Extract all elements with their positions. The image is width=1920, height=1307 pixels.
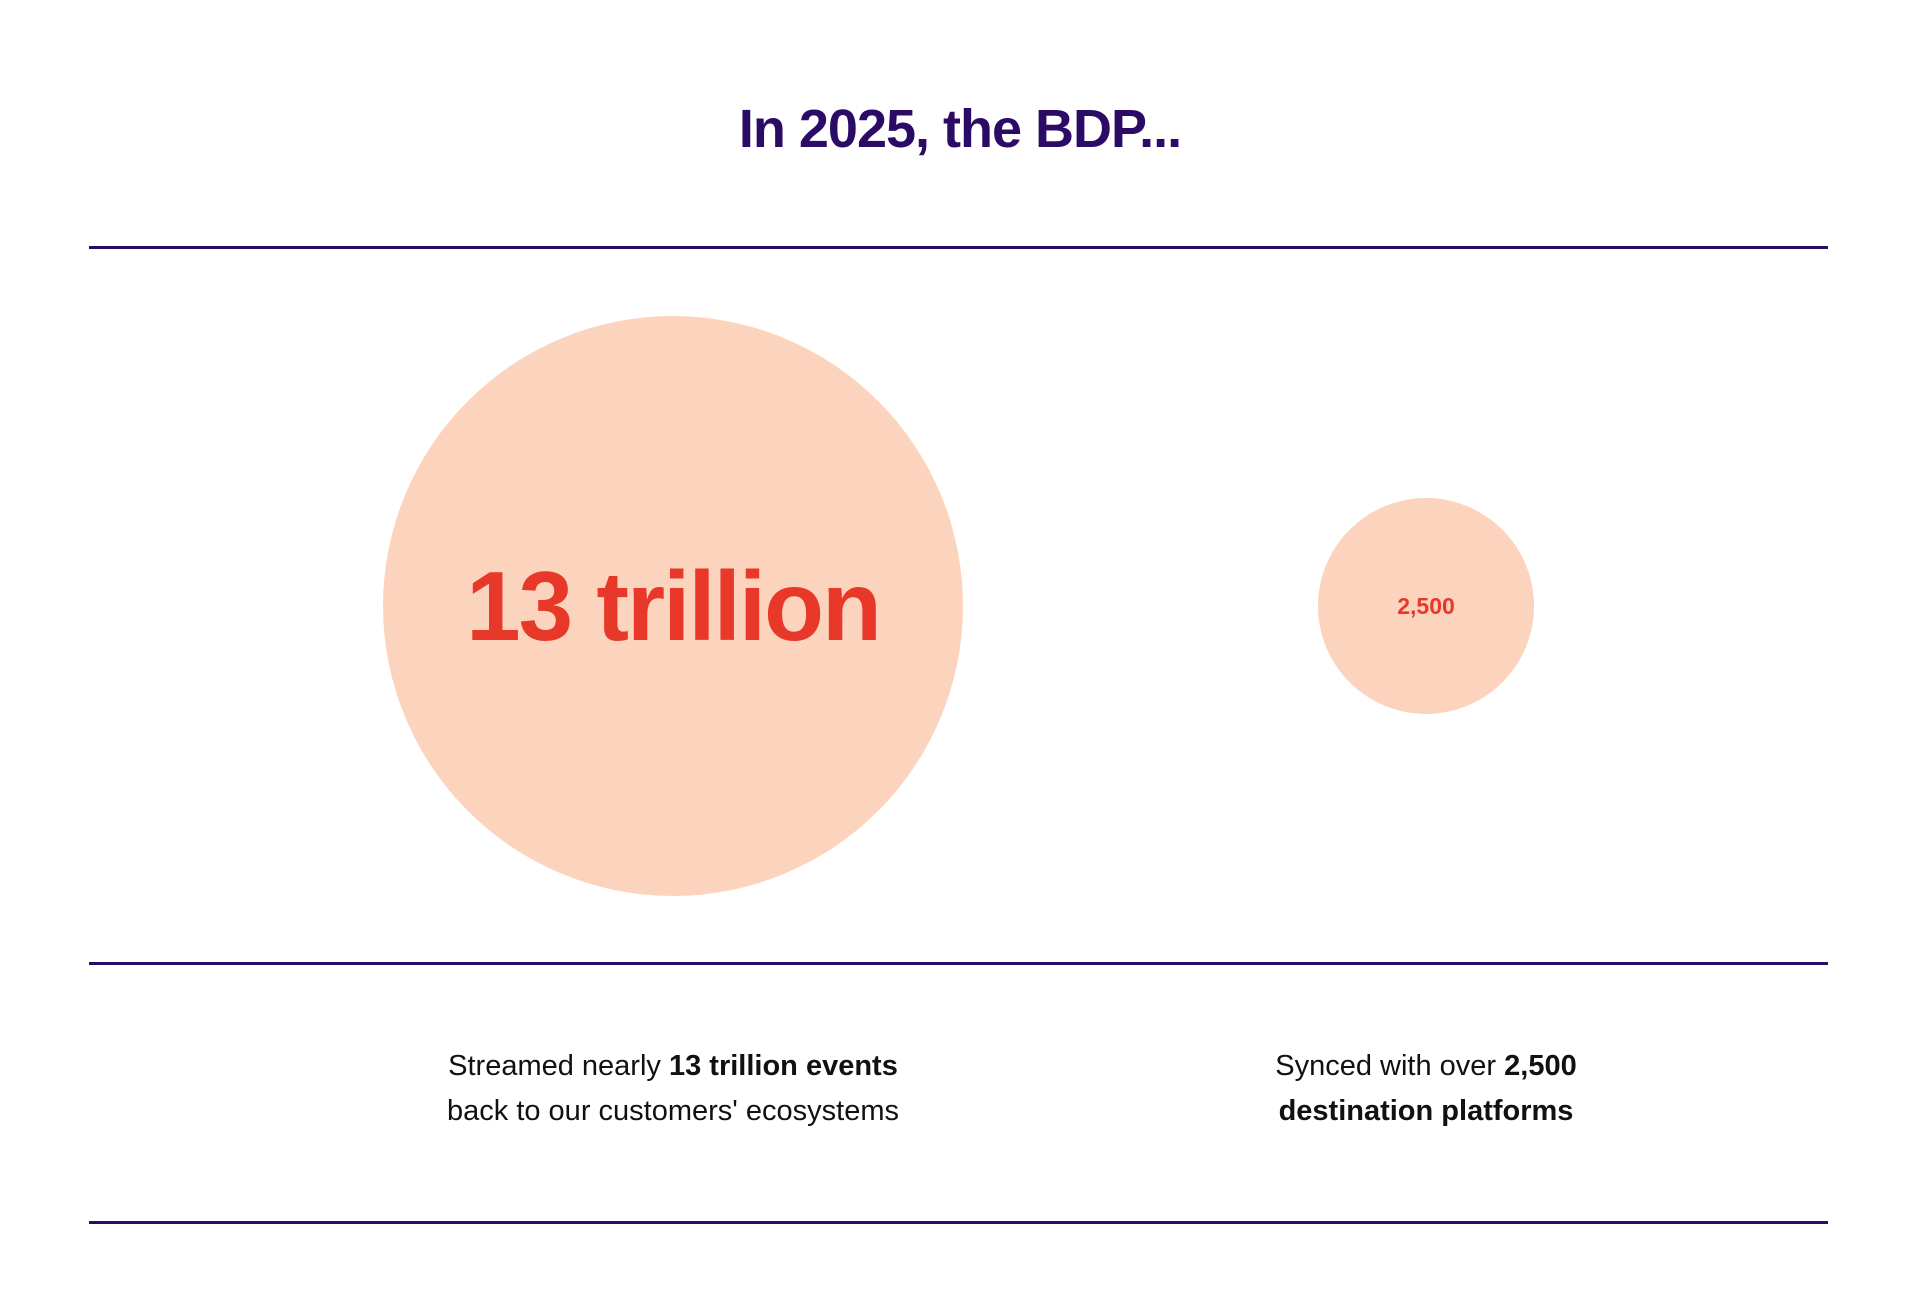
- divider: [89, 246, 1828, 249]
- stat-circle: 2,500: [1318, 498, 1534, 714]
- caption-bold: 13 trillion events: [668, 1050, 898, 1082]
- caption-text: Streamed nearly: [448, 1050, 661, 1082]
- caption-line: back to our customers' ecosystems: [353, 1089, 993, 1134]
- caption-bold: 2,500: [1504, 1050, 1577, 1082]
- circle-label: 13 trillion: [466, 550, 882, 661]
- title: In 2025, the BDP...: [738, 99, 1182, 159]
- caption-text: Synced with over: [1275, 1050, 1497, 1082]
- divider: [89, 962, 1828, 965]
- caption-line: Synced with over 2,500: [1106, 1044, 1746, 1089]
- caption-line: Streamed nearly 13 trillion events: [353, 1044, 993, 1089]
- stat-circle: 13 trillion: [383, 316, 963, 896]
- caption-text: back to our customers' ecosystems: [447, 1095, 899, 1127]
- caption: Streamed nearly 13 trillion events back …: [353, 1044, 993, 1134]
- divider: [89, 1221, 1828, 1224]
- caption-line: destination platforms: [1106, 1089, 1746, 1134]
- caption-bold: destination platforms: [1278, 1095, 1574, 1127]
- circle-label: 2,500: [1397, 592, 1455, 619]
- caption: Synced with over 2,500 destination platf…: [1106, 1044, 1746, 1134]
